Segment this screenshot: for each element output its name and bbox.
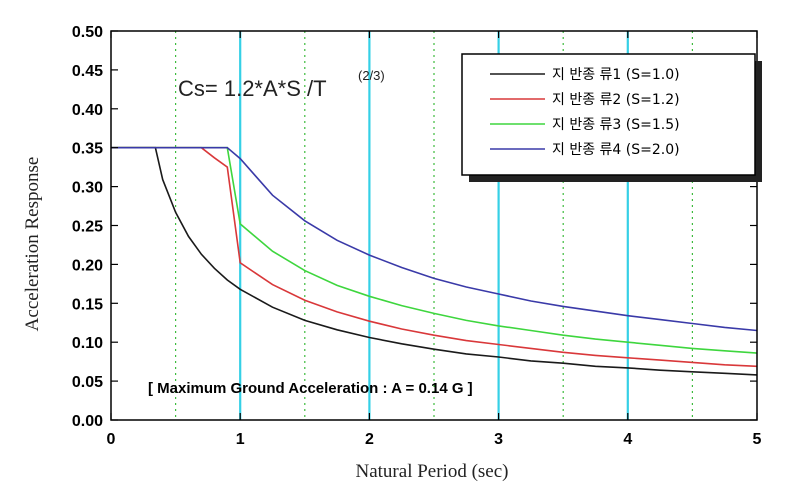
series-line-4 xyxy=(111,146,758,332)
x-tick-label: 2 xyxy=(365,431,374,448)
y-tick-label: 0.10 xyxy=(72,335,103,352)
x-tick-label: 4 xyxy=(623,431,632,448)
legend-label-4: 지 반종 류4 (S=2.0) xyxy=(552,142,680,158)
y-axis-title: Acceleration Response xyxy=(22,157,43,332)
y-tick-labels: 0.00 0.05 0.10 0.15 0.20 0.25 0.30 0.35 0.40 0.45… xyxy=(72,24,103,430)
y-tick-label: 0.45 xyxy=(72,63,103,80)
legend-label-1: 지 반종 류1 (S=1.0) xyxy=(552,67,680,83)
formula-superscript: (2/3) xyxy=(358,68,385,83)
y-tick-label: 0.35 xyxy=(72,141,103,158)
legend-label-2: 지 반종 류2 (S=1.2) xyxy=(552,92,680,108)
annotation-text: [ Maximum Ground Acceleration : A = 0.14… xyxy=(148,380,473,397)
y-tick-label: 0.50 xyxy=(72,24,103,41)
x-tick-labels: 0 1 2 3 4 5 xyxy=(107,431,762,448)
formula-text: Cs= 1.2*A*S /T xyxy=(178,76,327,101)
y-tick-label: 0.05 xyxy=(72,374,103,391)
legend-entries: 지 반종 류1 (S=1.0) 지 반종 류2 (S=1.2) 지 반종 류3 (S… xyxy=(490,67,680,158)
plot-area xyxy=(110,30,758,421)
legend-label-3: 지 반종 류3 (S=1.5) xyxy=(552,117,680,133)
x-tick-label: 3 xyxy=(494,431,503,448)
y-tick-label: 0.40 xyxy=(72,102,103,119)
y-tick-label: 0.00 xyxy=(72,413,103,430)
legend: 지 반종 류1 (S=1.0) 지 반종 류2 (S=1.2) 지 반종 류3 (S… xyxy=(461,53,762,182)
x-axis-title: Natural Period (sec) xyxy=(356,461,509,482)
y-tick-label: 0.25 xyxy=(72,219,103,236)
y-tick-label: 0.30 xyxy=(72,180,103,197)
y-tick-label: 0.15 xyxy=(72,296,103,313)
series-line-1 xyxy=(111,146,758,376)
x-tick-label: 5 xyxy=(753,431,762,448)
y-tick-label: 0.20 xyxy=(72,257,103,274)
x-tick-label: 0 xyxy=(107,431,116,448)
x-tick-label: 1 xyxy=(236,431,245,448)
